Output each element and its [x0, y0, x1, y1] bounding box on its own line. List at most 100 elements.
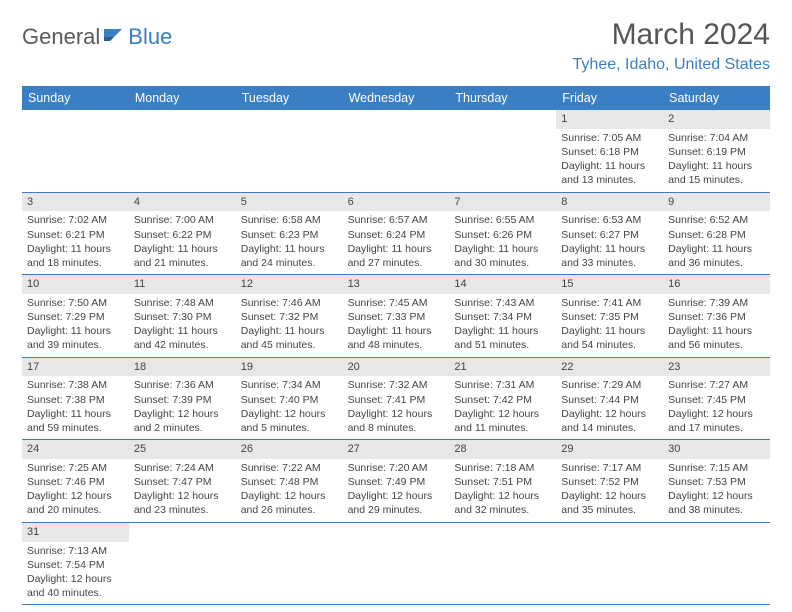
daylight-text: Daylight: 11 hours and 42 minutes.: [134, 324, 231, 352]
header: General Blue March 2024 Tyhee, Idaho, Un…: [22, 18, 770, 74]
sunrise-text: Sunrise: 6:55 AM: [454, 213, 551, 227]
calendar-cell: 27Sunrise: 7:20 AMSunset: 7:49 PMDayligh…: [343, 440, 450, 522]
calendar-cell: 10Sunrise: 7:50 AMSunset: 7:29 PMDayligh…: [22, 275, 129, 357]
daylight-text: Daylight: 12 hours and 17 minutes.: [668, 407, 765, 435]
day-details: Sunrise: 7:36 AMSunset: 7:39 PMDaylight:…: [129, 376, 236, 439]
daylight-text: Daylight: 12 hours and 40 minutes.: [27, 572, 124, 600]
sunset-text: Sunset: 7:44 PM: [561, 393, 658, 407]
day-details: Sunrise: 7:43 AMSunset: 7:34 PMDaylight:…: [449, 294, 556, 357]
day-number: 29: [556, 440, 663, 459]
sunset-text: Sunset: 6:24 PM: [348, 228, 445, 242]
daylight-text: Daylight: 11 hours and 48 minutes.: [348, 324, 445, 352]
day-details: Sunrise: 7:17 AMSunset: 7:52 PMDaylight:…: [556, 459, 663, 522]
sunset-text: Sunset: 7:30 PM: [134, 310, 231, 324]
day-details: Sunrise: 7:04 AMSunset: 6:19 PMDaylight:…: [663, 129, 770, 192]
sunrise-text: Sunrise: 7:41 AM: [561, 296, 658, 310]
daylight-text: Daylight: 11 hours and 51 minutes.: [454, 324, 551, 352]
calendar-row: 24Sunrise: 7:25 AMSunset: 7:46 PMDayligh…: [22, 440, 770, 523]
sunrise-text: Sunrise: 7:17 AM: [561, 461, 658, 475]
day-number: 10: [22, 275, 129, 294]
day-details: Sunrise: 7:46 AMSunset: 7:32 PMDaylight:…: [236, 294, 343, 357]
day-number: 17: [22, 358, 129, 377]
daylight-text: Daylight: 11 hours and 21 minutes.: [134, 242, 231, 270]
sunset-text: Sunset: 7:45 PM: [668, 393, 765, 407]
calendar-cell: 26Sunrise: 7:22 AMSunset: 7:48 PMDayligh…: [236, 440, 343, 522]
sunrise-text: Sunrise: 7:24 AM: [134, 461, 231, 475]
sunset-text: Sunset: 7:40 PM: [241, 393, 338, 407]
day-details: Sunrise: 7:00 AMSunset: 6:22 PMDaylight:…: [129, 211, 236, 274]
day-number: 11: [129, 275, 236, 294]
weekday-header: Wednesday: [343, 86, 450, 110]
daylight-text: Daylight: 11 hours and 39 minutes.: [27, 324, 124, 352]
day-details: Sunrise: 7:29 AMSunset: 7:44 PMDaylight:…: [556, 376, 663, 439]
calendar-row: 3Sunrise: 7:02 AMSunset: 6:21 PMDaylight…: [22, 193, 770, 276]
day-details: Sunrise: 7:24 AMSunset: 7:47 PMDaylight:…: [129, 459, 236, 522]
day-details: Sunrise: 6:55 AMSunset: 6:26 PMDaylight:…: [449, 211, 556, 274]
weekday-header: Thursday: [449, 86, 556, 110]
calendar-cell: 5Sunrise: 6:58 AMSunset: 6:23 PMDaylight…: [236, 193, 343, 275]
calendar-body: 1Sunrise: 7:05 AMSunset: 6:18 PMDaylight…: [22, 110, 770, 605]
weekday-header: Tuesday: [236, 86, 343, 110]
sunrise-text: Sunrise: 7:20 AM: [348, 461, 445, 475]
day-number: 4: [129, 193, 236, 212]
sunrise-text: Sunrise: 7:32 AM: [348, 378, 445, 392]
calendar-cell: 18Sunrise: 7:36 AMSunset: 7:39 PMDayligh…: [129, 358, 236, 440]
calendar-row: 17Sunrise: 7:38 AMSunset: 7:38 PMDayligh…: [22, 358, 770, 441]
day-number: 9: [663, 193, 770, 212]
sunrise-text: Sunrise: 7:29 AM: [561, 378, 658, 392]
sunrise-text: Sunrise: 7:13 AM: [27, 544, 124, 558]
location-text: Tyhee, Idaho, United States: [573, 56, 770, 74]
logo-text-blue: Blue: [128, 24, 172, 50]
sunset-text: Sunset: 7:38 PM: [27, 393, 124, 407]
day-details: Sunrise: 7:02 AMSunset: 6:21 PMDaylight:…: [22, 211, 129, 274]
calendar-cell: 31Sunrise: 7:13 AMSunset: 7:54 PMDayligh…: [22, 523, 129, 605]
daylight-text: Daylight: 11 hours and 54 minutes.: [561, 324, 658, 352]
sunrise-text: Sunrise: 7:22 AM: [241, 461, 338, 475]
sunrise-text: Sunrise: 6:53 AM: [561, 213, 658, 227]
calendar-cell: 4Sunrise: 7:00 AMSunset: 6:22 PMDaylight…: [129, 193, 236, 275]
daylight-text: Daylight: 12 hours and 26 minutes.: [241, 489, 338, 517]
daylight-text: Daylight: 11 hours and 18 minutes.: [27, 242, 124, 270]
day-number: 28: [449, 440, 556, 459]
sunrise-text: Sunrise: 7:27 AM: [668, 378, 765, 392]
calendar-cell: 22Sunrise: 7:29 AMSunset: 7:44 PMDayligh…: [556, 358, 663, 440]
day-number: 1: [556, 110, 663, 129]
calendar-cell: 25Sunrise: 7:24 AMSunset: 7:47 PMDayligh…: [129, 440, 236, 522]
calendar-cell: 3Sunrise: 7:02 AMSunset: 6:21 PMDaylight…: [22, 193, 129, 275]
day-details: Sunrise: 7:22 AMSunset: 7:48 PMDaylight:…: [236, 459, 343, 522]
calendar-cell: 2Sunrise: 7:04 AMSunset: 6:19 PMDaylight…: [663, 110, 770, 192]
calendar-cell: 8Sunrise: 6:53 AMSunset: 6:27 PMDaylight…: [556, 193, 663, 275]
daylight-text: Daylight: 12 hours and 11 minutes.: [454, 407, 551, 435]
day-number: 5: [236, 193, 343, 212]
day-details: Sunrise: 7:15 AMSunset: 7:53 PMDaylight:…: [663, 459, 770, 522]
sunrise-text: Sunrise: 7:48 AM: [134, 296, 231, 310]
sunset-text: Sunset: 7:32 PM: [241, 310, 338, 324]
day-details: Sunrise: 7:41 AMSunset: 7:35 PMDaylight:…: [556, 294, 663, 357]
day-number: 20: [343, 358, 450, 377]
sunset-text: Sunset: 6:27 PM: [561, 228, 658, 242]
calendar-cell-empty: [236, 523, 343, 605]
calendar-cell-empty: [663, 523, 770, 605]
calendar-cell: 30Sunrise: 7:15 AMSunset: 7:53 PMDayligh…: [663, 440, 770, 522]
logo-flag-icon: [104, 27, 126, 48]
sunrise-text: Sunrise: 7:02 AM: [27, 213, 124, 227]
calendar: Sunday Monday Tuesday Wednesday Thursday…: [22, 86, 770, 605]
sunset-text: Sunset: 7:39 PM: [134, 393, 231, 407]
sunset-text: Sunset: 7:29 PM: [27, 310, 124, 324]
day-details: Sunrise: 7:45 AMSunset: 7:33 PMDaylight:…: [343, 294, 450, 357]
sunset-text: Sunset: 7:41 PM: [348, 393, 445, 407]
calendar-cell: 29Sunrise: 7:17 AMSunset: 7:52 PMDayligh…: [556, 440, 663, 522]
day-number: 23: [663, 358, 770, 377]
calendar-row: 10Sunrise: 7:50 AMSunset: 7:29 PMDayligh…: [22, 275, 770, 358]
day-details: Sunrise: 7:48 AMSunset: 7:30 PMDaylight:…: [129, 294, 236, 357]
daylight-text: Daylight: 12 hours and 20 minutes.: [27, 489, 124, 517]
sunset-text: Sunset: 7:48 PM: [241, 475, 338, 489]
day-number: 2: [663, 110, 770, 129]
day-number: 12: [236, 275, 343, 294]
day-number: 7: [449, 193, 556, 212]
logo-text-general: General: [22, 24, 100, 50]
sunset-text: Sunset: 6:19 PM: [668, 145, 765, 159]
sunrise-text: Sunrise: 7:05 AM: [561, 131, 658, 145]
calendar-cell: 24Sunrise: 7:25 AMSunset: 7:46 PMDayligh…: [22, 440, 129, 522]
day-number: 15: [556, 275, 663, 294]
